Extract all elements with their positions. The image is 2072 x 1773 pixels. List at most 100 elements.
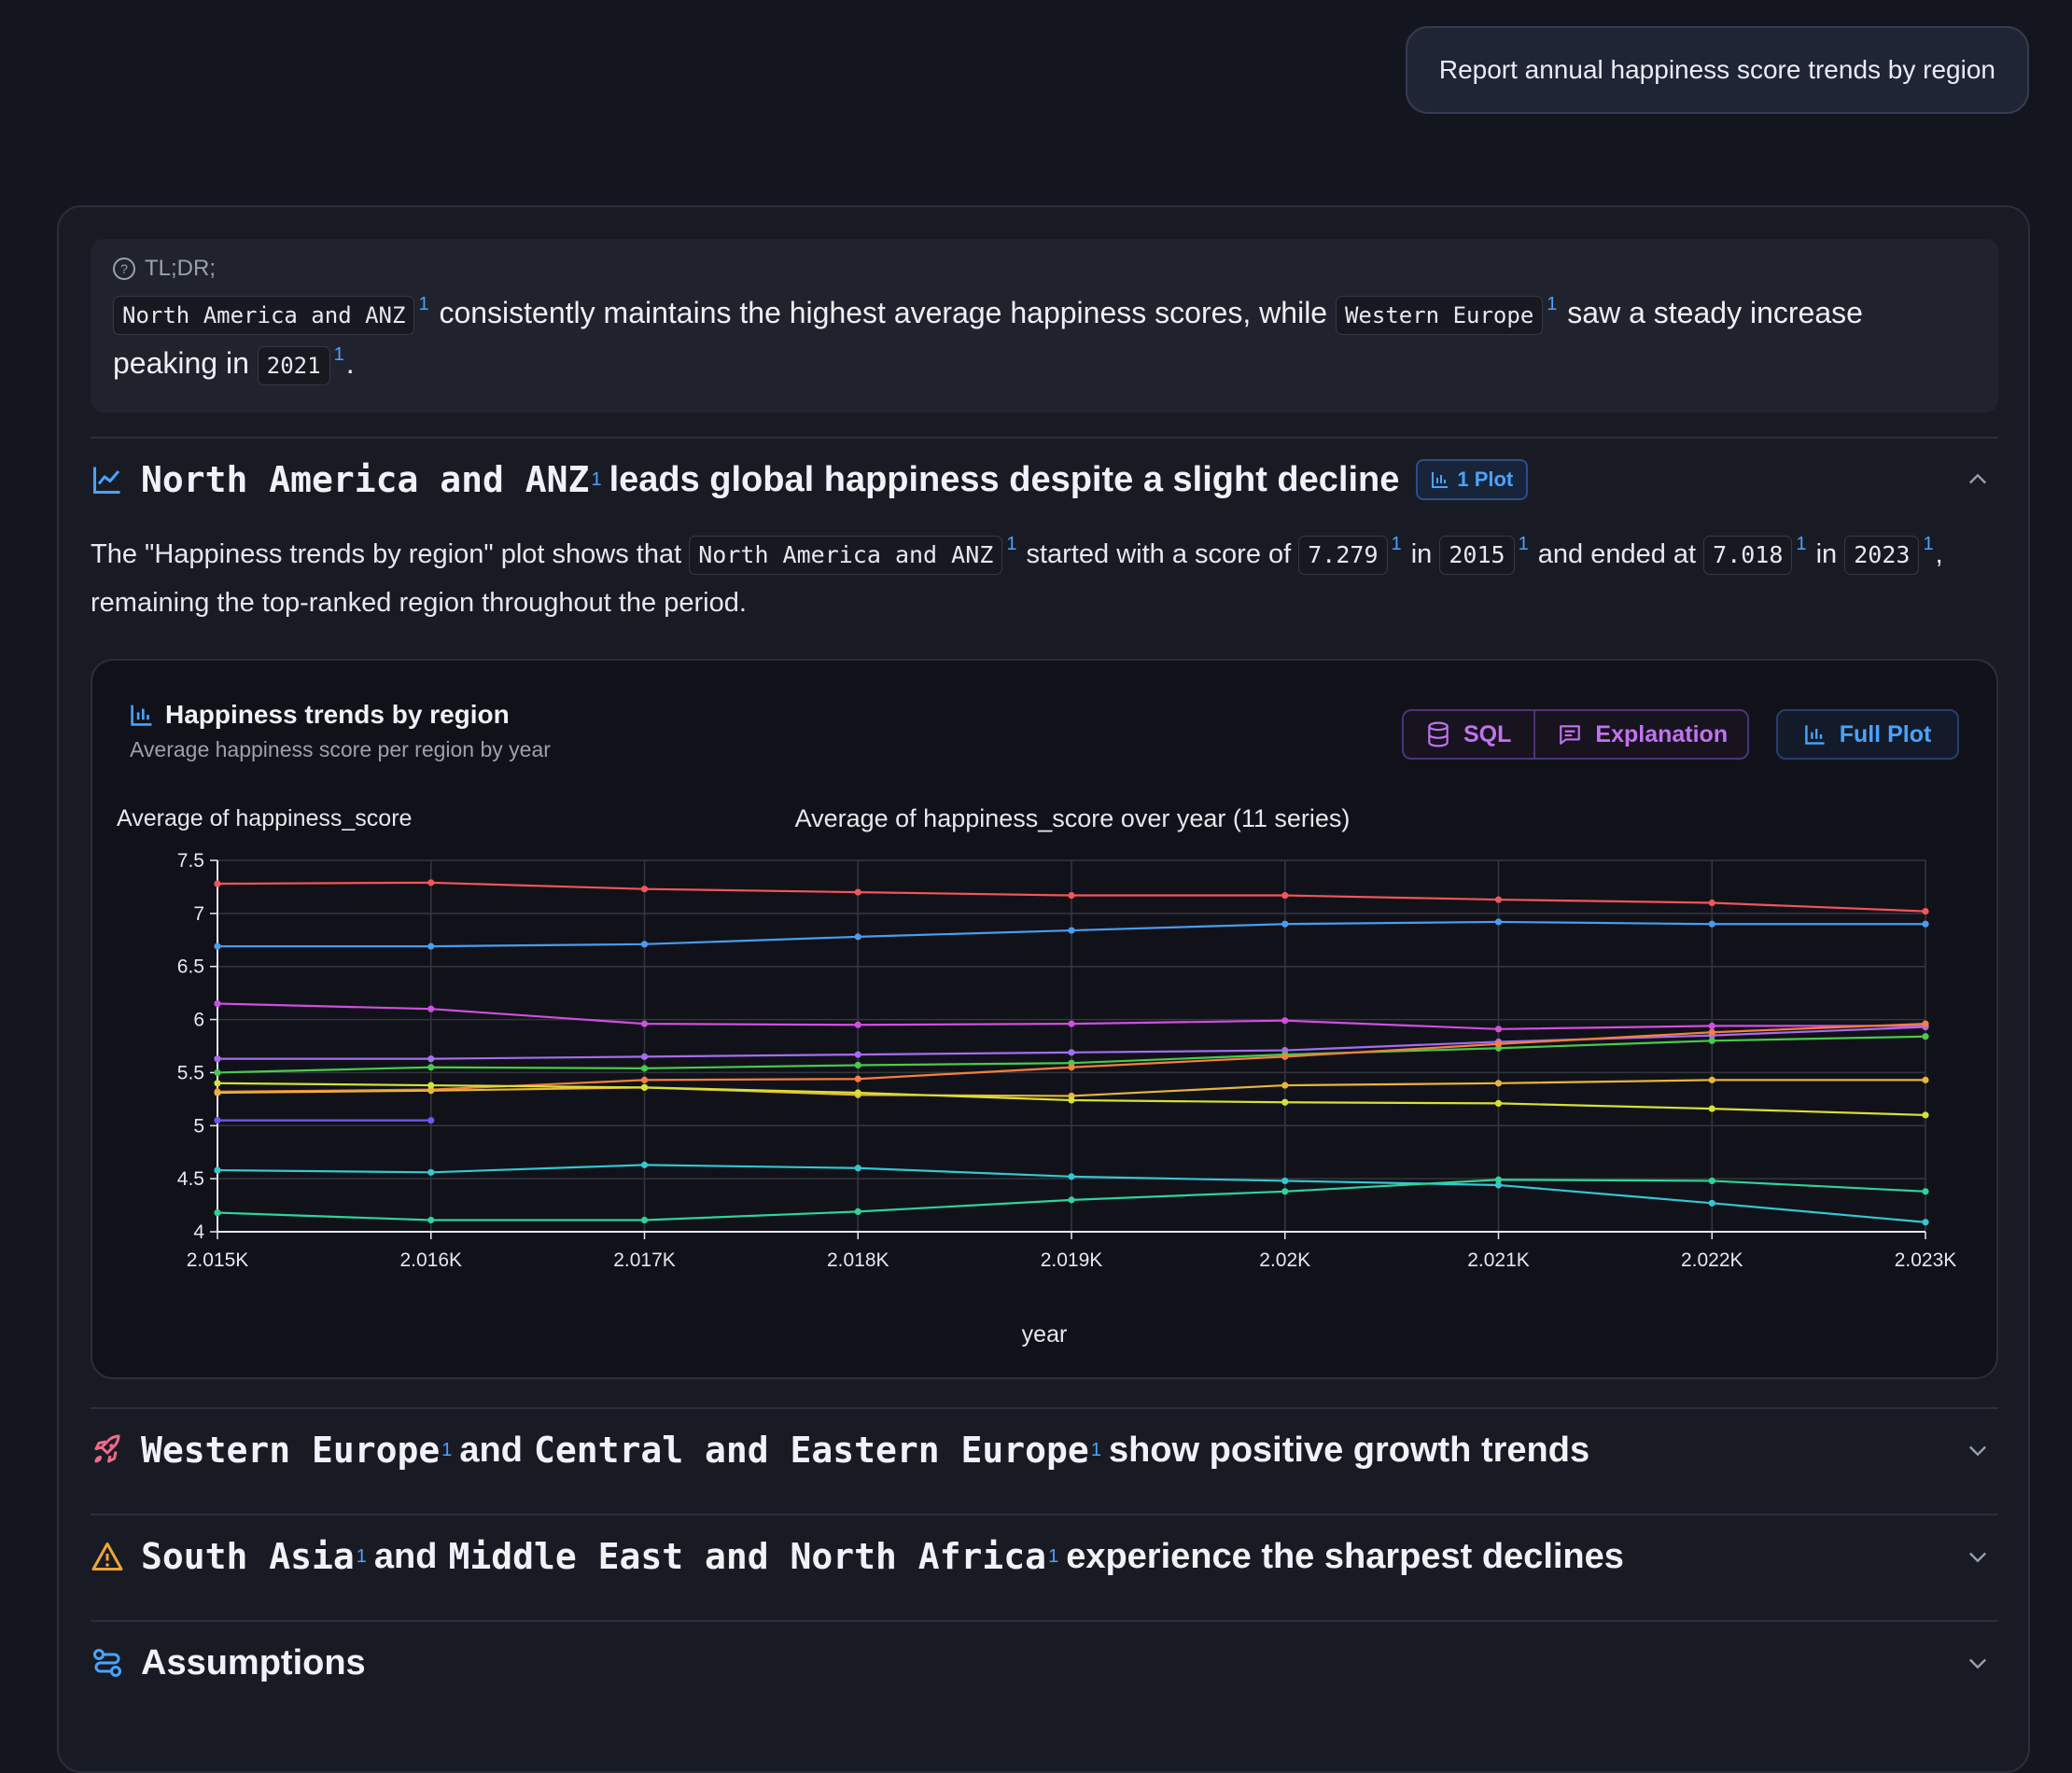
- data-point[interactable]: [640, 1216, 649, 1224]
- data-point[interactable]: [214, 1055, 221, 1063]
- section-header-leads[interactable]: North America and ANZ 1 leads global happ…: [91, 452, 1998, 508]
- data-point[interactable]: [214, 1208, 221, 1217]
- data-point[interactable]: [1708, 1105, 1715, 1112]
- data-point[interactable]: [1281, 920, 1289, 928]
- data-point[interactable]: [1068, 1064, 1075, 1071]
- citation-ref[interactable]: 1: [1796, 534, 1807, 554]
- chevron-down-icon[interactable]: [1965, 1543, 1991, 1570]
- data-point[interactable]: [214, 880, 221, 887]
- data-point[interactable]: [1068, 1020, 1075, 1027]
- data-point[interactable]: [1494, 1040, 1503, 1048]
- data-point[interactable]: [854, 1089, 861, 1096]
- section-header-assumptions[interactable]: Assumptions: [91, 1635, 1998, 1691]
- data-point[interactable]: [1922, 907, 1929, 915]
- chevron-down-icon[interactable]: [1965, 1650, 1991, 1676]
- data-point[interactable]: [1922, 1033, 1929, 1040]
- data-point[interactable]: [640, 1053, 649, 1060]
- data-point[interactable]: [1494, 1026, 1503, 1033]
- data-point[interactable]: [427, 1087, 435, 1095]
- data-point[interactable]: [854, 888, 861, 896]
- data-point[interactable]: [1068, 891, 1075, 900]
- chevron-up-icon[interactable]: [1965, 467, 1991, 493]
- data-point[interactable]: [640, 1083, 649, 1091]
- full-plot-button[interactable]: Full Plot: [1776, 709, 1959, 760]
- data-point[interactable]: [214, 1089, 221, 1096]
- section-header-growth[interactable]: Western Europe 1 and Central and Eastern …: [91, 1422, 1998, 1478]
- data-point[interactable]: [427, 1216, 435, 1224]
- explanation-button[interactable]: Explanation: [1533, 711, 1750, 758]
- data-point[interactable]: [1708, 1022, 1715, 1029]
- data-point[interactable]: [427, 1005, 435, 1012]
- data-point[interactable]: [214, 1068, 221, 1077]
- data-point[interactable]: [1494, 1176, 1503, 1183]
- citation-ref[interactable]: 1: [333, 344, 344, 365]
- data-point[interactable]: [214, 1117, 221, 1124]
- data-point[interactable]: [214, 942, 221, 950]
- citation-ref[interactable]: 1: [1547, 294, 1558, 314]
- data-point[interactable]: [1708, 1037, 1715, 1044]
- citation-ref[interactable]: 1: [1391, 534, 1402, 554]
- data-point[interactable]: [1494, 1080, 1503, 1087]
- data-point[interactable]: [1494, 918, 1503, 926]
- data-point[interactable]: [1922, 1219, 1929, 1226]
- data-point[interactable]: [640, 1020, 649, 1027]
- data-point[interactable]: [214, 999, 221, 1008]
- data-point[interactable]: [1281, 1098, 1289, 1106]
- data-point[interactable]: [1494, 1181, 1503, 1189]
- data-point[interactable]: [854, 933, 861, 941]
- data-point[interactable]: [640, 1161, 649, 1168]
- data-point[interactable]: [1281, 1177, 1289, 1185]
- data-point[interactable]: [1922, 1111, 1929, 1119]
- data-point[interactable]: [1922, 1076, 1929, 1083]
- data-point[interactable]: [1281, 1053, 1289, 1060]
- data-point[interactable]: [214, 1166, 221, 1174]
- data-point[interactable]: [1068, 1173, 1075, 1180]
- data-point[interactable]: [427, 879, 435, 886]
- chevron-down-icon[interactable]: [1965, 1437, 1991, 1463]
- data-point[interactable]: [1494, 896, 1503, 903]
- data-point[interactable]: [427, 942, 435, 950]
- data-point[interactable]: [854, 1051, 861, 1058]
- data-point[interactable]: [1708, 899, 1715, 907]
- data-point[interactable]: [1708, 1199, 1715, 1207]
- data-point[interactable]: [1922, 1188, 1929, 1195]
- section-header-declines[interactable]: South Asia 1 and Middle East and North Af…: [91, 1529, 1998, 1585]
- data-point[interactable]: [1281, 1017, 1289, 1025]
- data-point[interactable]: [427, 1064, 435, 1071]
- data-point[interactable]: [1068, 1096, 1075, 1104]
- sql-button[interactable]: SQL: [1404, 711, 1533, 758]
- data-point[interactable]: [854, 1208, 861, 1215]
- data-point[interactable]: [1068, 1049, 1075, 1056]
- data-point[interactable]: [640, 941, 649, 948]
- data-point[interactable]: [427, 1117, 435, 1124]
- data-point[interactable]: [214, 1080, 221, 1087]
- data-point[interactable]: [640, 886, 649, 893]
- plot-count-badge[interactable]: 1 Plot: [1416, 459, 1529, 500]
- data-point[interactable]: [1708, 1076, 1715, 1083]
- data-point[interactable]: [854, 1021, 861, 1028]
- data-point[interactable]: [1708, 920, 1715, 928]
- data-point[interactable]: [1281, 1082, 1289, 1089]
- citation-ref[interactable]: 1: [418, 294, 429, 314]
- citation-ref[interactable]: 1: [1923, 534, 1934, 554]
- data-point[interactable]: [1708, 1028, 1715, 1036]
- data-point[interactable]: [640, 1065, 649, 1072]
- data-point[interactable]: [1922, 920, 1929, 928]
- data-point[interactable]: [1281, 1188, 1289, 1195]
- data-point[interactable]: [1281, 891, 1289, 900]
- data-point[interactable]: [1068, 1196, 1075, 1204]
- data-point[interactable]: [854, 1061, 861, 1069]
- data-point[interactable]: [427, 1082, 435, 1089]
- data-point[interactable]: [640, 1076, 649, 1083]
- data-point[interactable]: [1922, 1020, 1929, 1027]
- explanation-button-label: Explanation: [1595, 720, 1729, 747]
- data-point[interactable]: [1708, 1177, 1715, 1185]
- data-point[interactable]: [427, 1168, 435, 1176]
- citation-ref[interactable]: 1: [1006, 534, 1017, 554]
- citation-ref[interactable]: 1: [1518, 534, 1529, 554]
- data-point[interactable]: [1068, 927, 1075, 934]
- data-point[interactable]: [1494, 1099, 1503, 1108]
- data-point[interactable]: [854, 1165, 861, 1172]
- data-point[interactable]: [854, 1075, 861, 1082]
- data-point[interactable]: [427, 1055, 435, 1063]
